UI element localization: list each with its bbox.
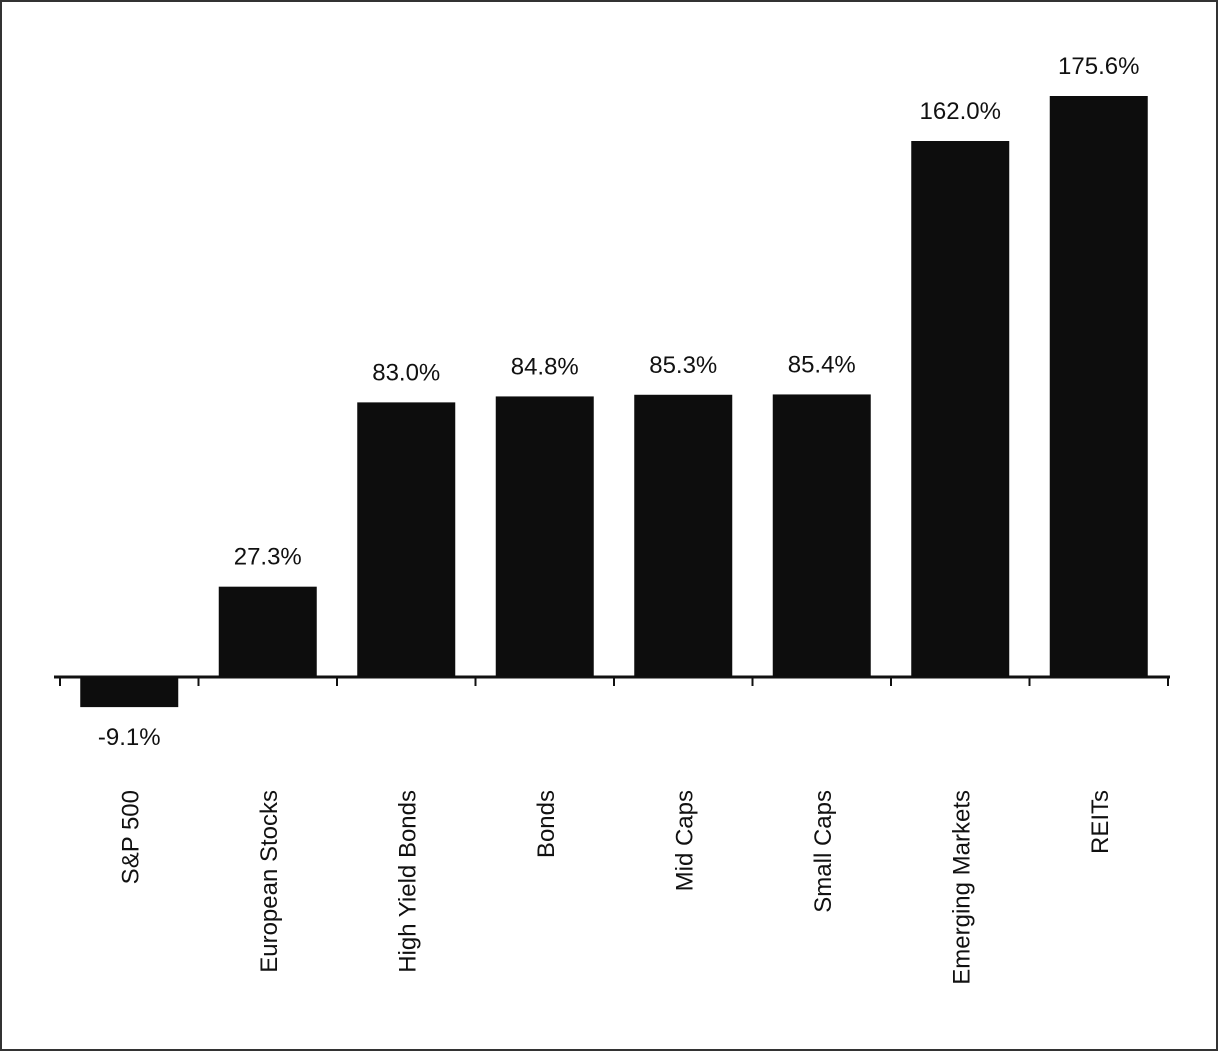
value-label: 85.4% bbox=[788, 351, 856, 378]
bar bbox=[772, 394, 871, 677]
bar bbox=[80, 677, 179, 708]
bar bbox=[634, 394, 733, 677]
x-tick-label: Emerging Markets bbox=[948, 790, 975, 985]
value-label: 83.0% bbox=[372, 359, 440, 386]
bar bbox=[495, 396, 594, 677]
value-label: 175.6% bbox=[1058, 53, 1139, 80]
value-label: 84.8% bbox=[511, 353, 579, 380]
value-label: 27.3% bbox=[234, 544, 302, 571]
x-tick-label: European Stocks bbox=[256, 790, 283, 973]
value-label: 85.3% bbox=[649, 352, 717, 379]
bar bbox=[1049, 96, 1148, 677]
x-tick-label: S&P 500 bbox=[117, 790, 144, 884]
x-tick-label: Mid Caps bbox=[671, 790, 698, 891]
value-label: 162.0% bbox=[920, 98, 1001, 125]
x-tick-label: REITs bbox=[1087, 790, 1114, 854]
bar bbox=[911, 140, 1010, 677]
bar bbox=[218, 586, 317, 677]
value-label: -9.1% bbox=[98, 724, 161, 751]
x-tick-label: Small Caps bbox=[810, 790, 837, 913]
bar bbox=[357, 402, 456, 677]
x-tick-label: High Yield Bonds bbox=[394, 790, 421, 973]
x-tick-label: Bonds bbox=[533, 790, 560, 858]
